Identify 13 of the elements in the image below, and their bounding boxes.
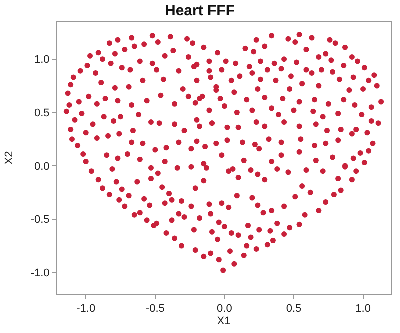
y-axis-title: X2 xyxy=(3,151,16,165)
x-tick-label: -1.0 xyxy=(76,303,96,316)
y-tick-label: 0.5 xyxy=(34,108,50,120)
y-tick-label: -1.0 xyxy=(30,268,50,280)
x-axis-title: X1 xyxy=(217,315,231,328)
x-tick-label: 0.0 xyxy=(217,303,232,316)
x-tick-label: -0.5 xyxy=(146,303,165,316)
y-tick-label: 1.0 xyxy=(34,54,50,66)
y-tick-label: -0.5 xyxy=(30,214,50,226)
x-tick-label: 0.5 xyxy=(286,303,302,316)
x-tick-label: 1.0 xyxy=(356,303,371,316)
y-tick-label: 0.0 xyxy=(34,160,50,173)
chart-title: Heart FFF xyxy=(164,2,236,20)
